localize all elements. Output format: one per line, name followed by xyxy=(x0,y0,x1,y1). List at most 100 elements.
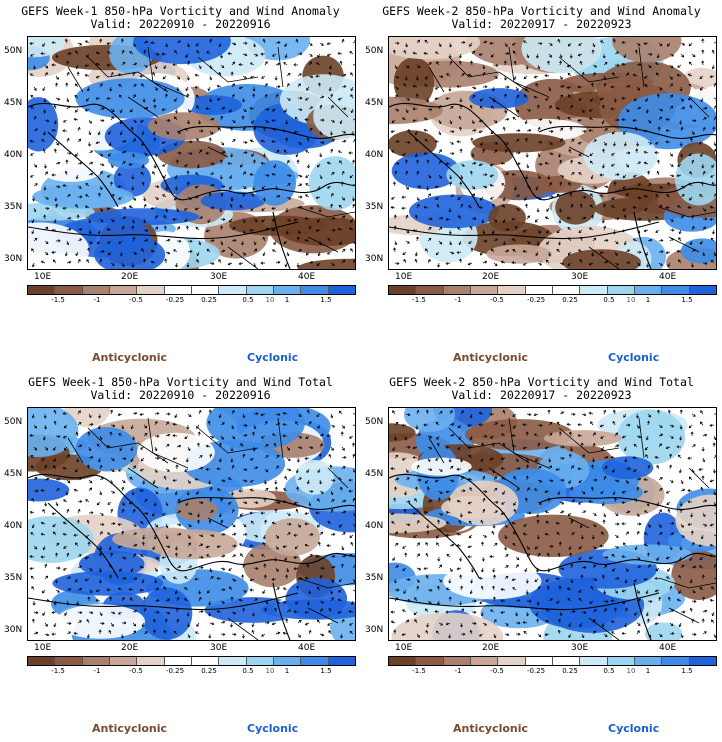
wind-vector-arrow xyxy=(568,148,572,154)
wind-vector-arrow xyxy=(95,75,101,79)
wind-vector-arrow xyxy=(568,431,572,437)
wind-vector-arrow xyxy=(437,519,441,525)
wind-vector-arrow xyxy=(469,487,473,492)
wind-vector-arrow xyxy=(493,487,498,492)
wind-vector-arrow xyxy=(537,585,541,591)
wind-vector-arrow xyxy=(172,63,178,67)
wind-vector-arrow xyxy=(603,62,608,66)
wind-vector-arrow xyxy=(118,240,123,244)
wind-vector-arrow xyxy=(458,53,462,59)
wind-vector-arrow xyxy=(122,206,127,210)
wind-vector-arrow xyxy=(534,488,539,492)
wind-vector-arrow xyxy=(330,228,336,232)
wind-vector-arrow xyxy=(129,108,134,113)
wind-vector-arrow xyxy=(88,446,92,452)
wind-vector-arrow xyxy=(184,163,189,167)
wind-vector-arrow xyxy=(297,108,303,112)
wind-vector-arrow xyxy=(711,611,715,617)
wind-vector-arrow xyxy=(614,589,618,594)
wind-vector-arrow xyxy=(613,181,617,187)
vorticity-shade xyxy=(472,133,566,153)
wind-vector-arrow xyxy=(592,630,597,635)
wind-vector-arrow xyxy=(196,259,200,264)
wind-vector-arrow xyxy=(99,185,103,191)
wind-vector-arrow xyxy=(700,410,704,415)
longitude-tick-label: 10E xyxy=(395,272,413,282)
wind-vector-arrow xyxy=(680,53,685,58)
wind-vector-arrow xyxy=(614,63,620,67)
vorticity-shade xyxy=(28,97,59,152)
wind-vector-arrow xyxy=(703,217,708,221)
wind-vector-arrow xyxy=(445,533,451,537)
colorbar-label: 1.5 xyxy=(320,667,332,675)
wind-vector-arrow xyxy=(405,477,410,481)
colorbar-label: -0.5 xyxy=(129,296,143,304)
wind-vector-arrow xyxy=(669,453,673,459)
wind-vector-arrow xyxy=(491,86,495,92)
wind-vector-arrow xyxy=(241,115,245,120)
wind-vector-arrow xyxy=(238,63,244,67)
wind-vector-arrow xyxy=(54,82,58,88)
wind-vector-arrow xyxy=(537,126,541,132)
wind-vector-arrow xyxy=(297,83,301,88)
colorbar-segment xyxy=(689,286,716,294)
wind-vector-arrow xyxy=(121,139,127,143)
wind-vector-arrow xyxy=(29,566,35,570)
wind-vector-arrow xyxy=(393,247,397,253)
wind-vector-arrow xyxy=(294,545,299,550)
wind-vector-arrow xyxy=(64,38,68,44)
wind-vector-arrow xyxy=(341,215,346,220)
wind-vector-arrow xyxy=(183,207,189,211)
wind-vector-arrow xyxy=(275,455,280,459)
wind-vector-arrow xyxy=(568,545,572,551)
wind-vector-arrow xyxy=(351,196,355,202)
wind-vector-arrow xyxy=(414,258,418,264)
wind-vector-arrow xyxy=(106,96,112,100)
wind-vector-arrow xyxy=(242,607,246,613)
wind-vector-arrow xyxy=(524,119,528,125)
wind-vector-arrow xyxy=(208,409,212,415)
wind-vector-arrow xyxy=(713,141,716,146)
wind-vector-arrow xyxy=(665,490,671,494)
wind-vector-arrow xyxy=(577,423,583,427)
wind-vector-arrow xyxy=(636,63,642,67)
wind-vector-arrow xyxy=(271,206,277,210)
colorbar-segment xyxy=(689,657,716,665)
wind-vector-arrow xyxy=(163,86,167,92)
wind-vector-arrow xyxy=(405,42,409,48)
wind-vector-arrow xyxy=(426,530,430,536)
wind-vector-arrow xyxy=(341,618,345,624)
wind-vector-arrow xyxy=(87,596,91,602)
vorticity-shade xyxy=(200,191,266,211)
map-panel: GEFS Week-1 850-hPa Vorticity and Wind A… xyxy=(0,0,361,371)
colorbar-label: 1 xyxy=(284,667,290,675)
wind-vector-arrow xyxy=(460,174,464,180)
wind-vector-arrow xyxy=(282,129,288,133)
wind-vector-arrow xyxy=(220,532,226,537)
wind-vector-arrow xyxy=(293,567,299,571)
wind-vector-arrow xyxy=(423,423,429,427)
wind-vector-arrow xyxy=(458,60,462,66)
colorbar-segment xyxy=(219,657,247,665)
wind-vector-arrow xyxy=(698,141,704,145)
wind-vector-arrow xyxy=(109,574,113,580)
wind-vector-arrow xyxy=(665,206,671,210)
wind-vector-arrow xyxy=(445,490,451,494)
wind-vector-arrow xyxy=(493,75,498,79)
wind-vector-arrow xyxy=(699,240,704,245)
wind-vector-arrow xyxy=(219,497,223,503)
colorbar-label: -0.25 xyxy=(165,667,185,675)
wind-vector-arrow xyxy=(218,457,222,463)
wind-vector-arrow xyxy=(220,422,225,426)
vorticity-map xyxy=(27,36,356,270)
wind-vector-arrow xyxy=(64,251,68,257)
wind-vector-arrow xyxy=(140,521,145,525)
wind-vector-arrow xyxy=(330,139,335,143)
wind-vector-arrow xyxy=(271,118,277,122)
wind-vector-arrow xyxy=(352,453,355,459)
wind-vector-arrow xyxy=(546,240,550,245)
wind-vector-arrow xyxy=(87,247,91,253)
wind-vector-arrow xyxy=(76,71,80,77)
wind-vector-arrow xyxy=(141,578,145,584)
wind-vector-arrow xyxy=(220,115,224,121)
